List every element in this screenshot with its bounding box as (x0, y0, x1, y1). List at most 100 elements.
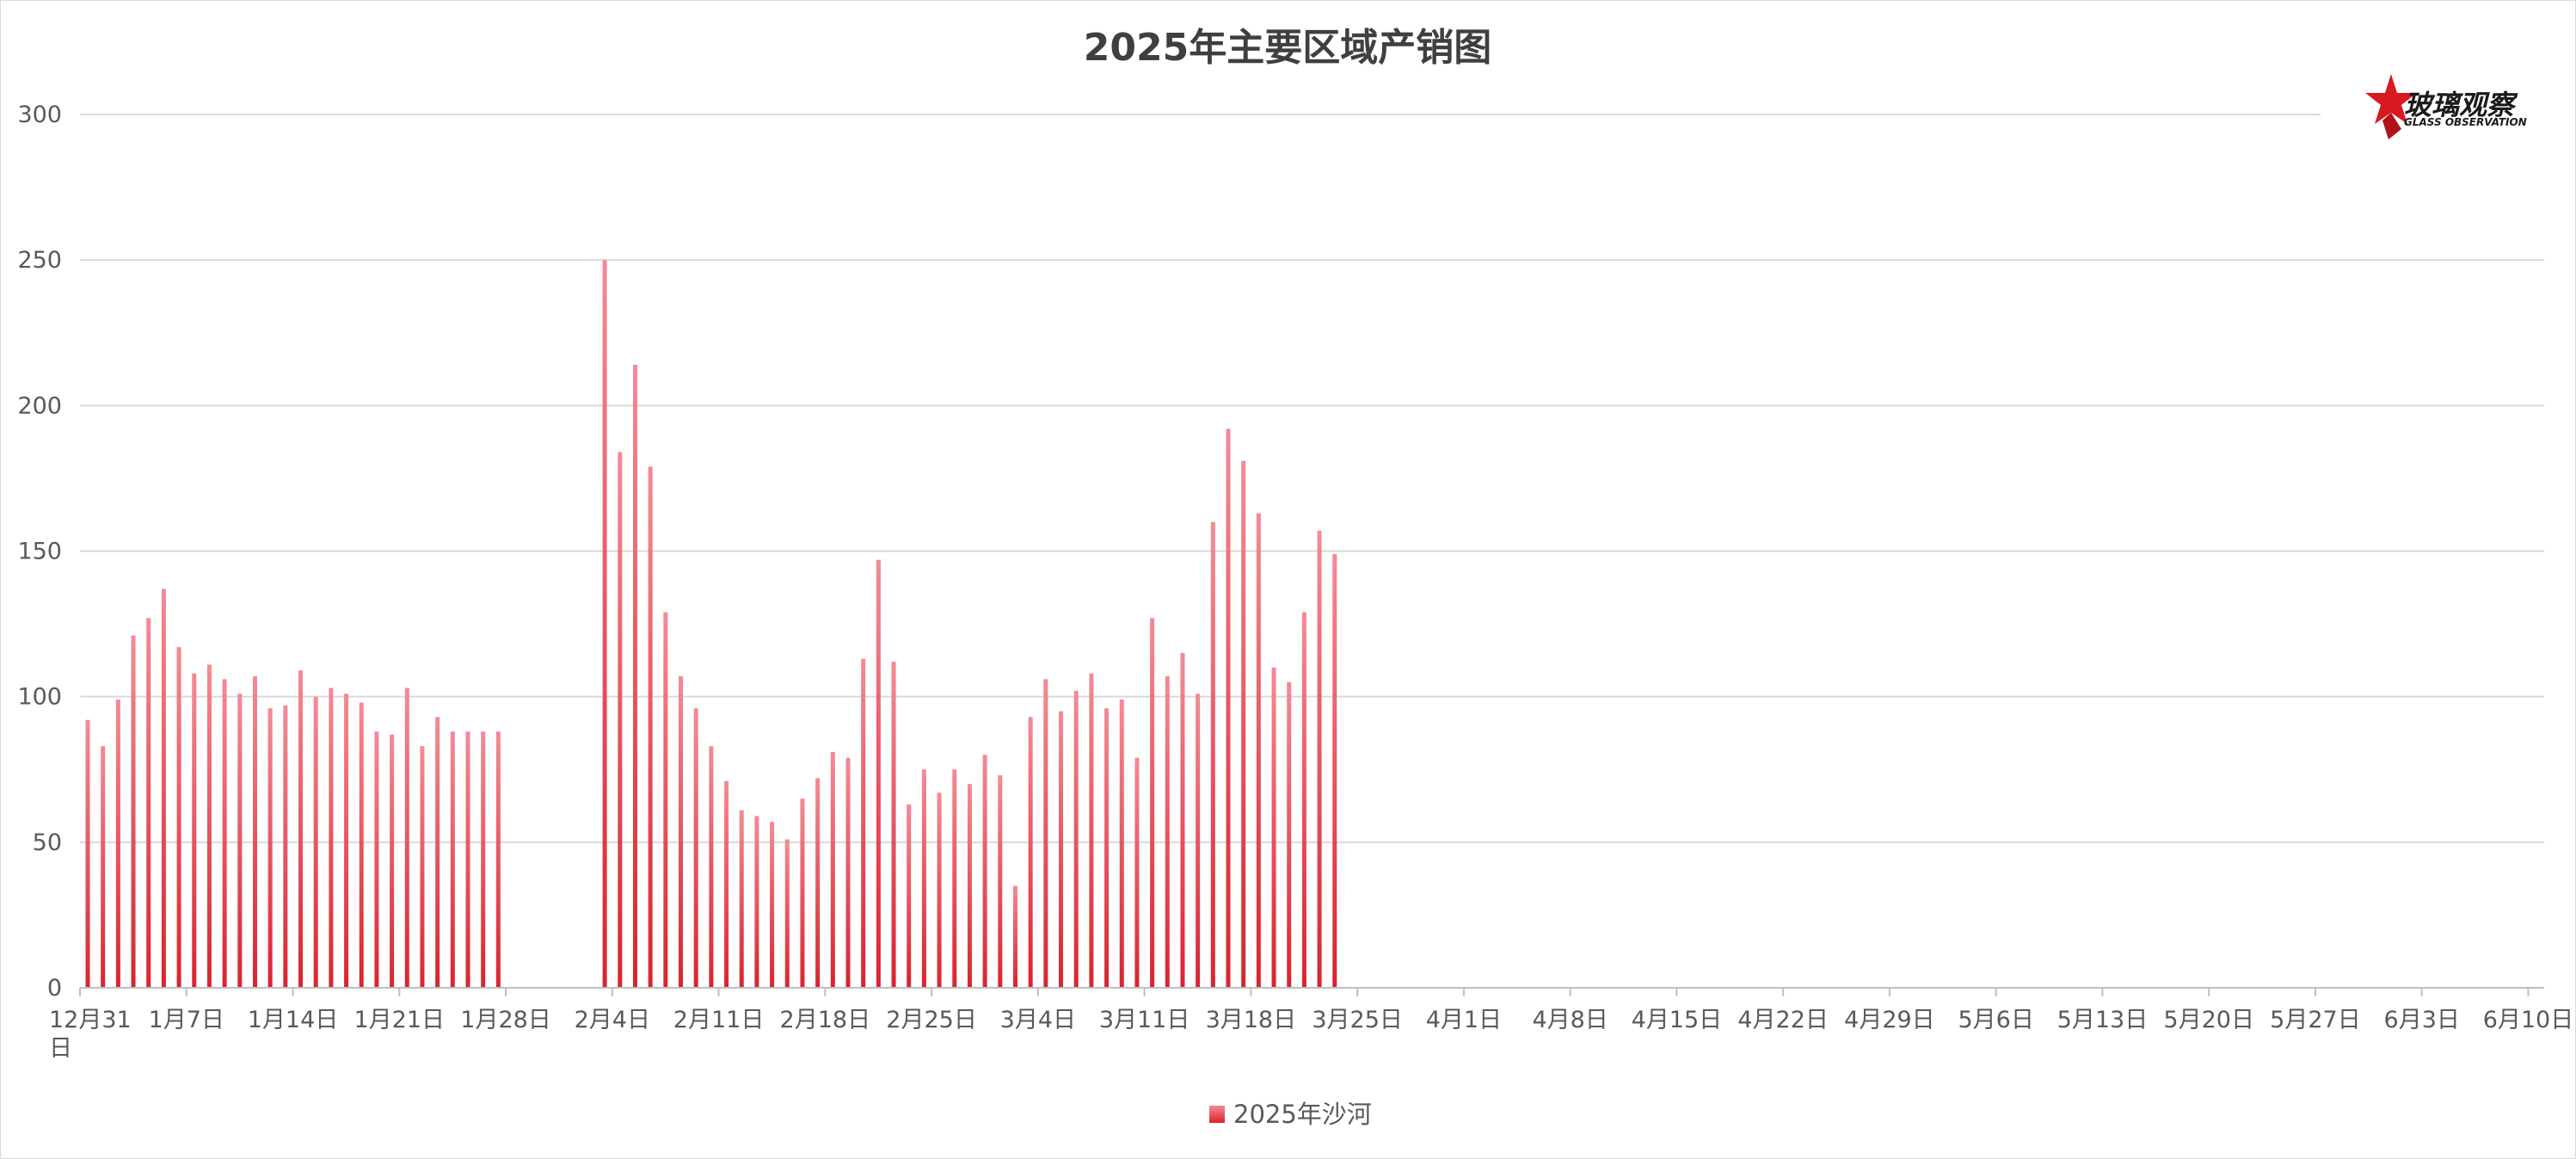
bar (1271, 667, 1276, 988)
bar (101, 746, 106, 988)
bar (161, 589, 166, 988)
bar (404, 687, 409, 988)
x-tick-label: 1月14日 (248, 1007, 339, 1033)
x-tick-label: 6月3日 (2384, 1007, 2460, 1033)
bar (435, 717, 440, 988)
bar (754, 816, 759, 988)
bar (663, 612, 668, 988)
x-axis: 12月31 日 1月7日 1月14日 1月21日 1月28日 2月4日 2月11日 2月18日 2… (49, 987, 2574, 1062)
bar (1012, 885, 1017, 988)
bar (237, 694, 243, 988)
bar (390, 734, 395, 988)
bar (1134, 757, 1140, 988)
x-tick-label: 2月11日 (673, 1007, 765, 1033)
bar (359, 702, 364, 988)
y-axis-ticks: 0 50 100 150 200 250 300 (17, 102, 62, 1002)
bar (679, 675, 684, 988)
x-tick-label: 1月28日 (460, 1007, 551, 1033)
legend-label: 2025年沙河 (1233, 1100, 1372, 1129)
bar (632, 364, 637, 988)
bar (1210, 521, 1215, 988)
bar (1150, 618, 1155, 988)
bar (481, 731, 486, 988)
bar (344, 694, 349, 988)
x-tick-label: 2月25日 (886, 1007, 977, 1033)
legend: 2025年沙河 (1209, 1100, 1372, 1129)
bar (907, 804, 912, 988)
x-tick-label: 4月22日 (1737, 1007, 1829, 1033)
bar (131, 635, 136, 988)
y-tick-label: 100 (17, 684, 62, 711)
bar (85, 719, 90, 988)
bar (1287, 681, 1292, 988)
bar (1332, 553, 1337, 988)
bar (1301, 612, 1306, 988)
bar (1028, 717, 1033, 988)
y-tick-label: 250 (17, 247, 62, 274)
bar (845, 757, 851, 988)
logo-text-cn: 玻璃观察 (2404, 89, 2518, 121)
y-tick-label: 0 (47, 975, 62, 1002)
y-tick-label: 50 (33, 829, 62, 856)
x-tick-label: 2月18日 (780, 1007, 871, 1033)
bar (982, 755, 987, 988)
bar (146, 618, 151, 988)
logo-text-en: GLASS OBSERVATION (2404, 116, 2527, 128)
bar (891, 662, 896, 988)
bar (222, 679, 227, 988)
x-tick-label: 3月4日 (1000, 1007, 1076, 1033)
bar (283, 705, 288, 988)
bar (1119, 700, 1124, 988)
x-tick-label: 2月4日 (575, 1007, 650, 1033)
legend-swatch (1209, 1106, 1225, 1123)
x-tick-label: 4月15日 (1632, 1007, 1723, 1033)
bar (739, 810, 744, 988)
bar (937, 792, 942, 988)
bar (998, 775, 1003, 988)
bar (1196, 694, 1201, 988)
x-tick-label: 4月29日 (1844, 1007, 1935, 1033)
x-tick-label: 3月25日 (1312, 1007, 1403, 1033)
bar (176, 647, 181, 988)
bar (420, 746, 425, 988)
red-star-icon (2365, 74, 2417, 139)
bar (252, 675, 257, 988)
x-tick-label: 12月31 日 (49, 1007, 132, 1062)
bar (206, 664, 212, 988)
bar (192, 673, 197, 988)
x-tick-label: 3月18日 (1206, 1007, 1297, 1033)
bar (876, 559, 881, 988)
chart-title: 2025年主要区域产销图 (1084, 26, 1491, 70)
bar (1165, 675, 1170, 988)
y-tick-label: 300 (17, 102, 62, 128)
bar (1073, 690, 1079, 988)
bar (724, 780, 729, 988)
x-tick-label: 5月27日 (2270, 1007, 2361, 1033)
x-tick-label: 6月10日 (2483, 1007, 2574, 1033)
bar (329, 687, 334, 988)
y-tick-label: 150 (17, 539, 62, 565)
bar (952, 769, 957, 988)
bar (1104, 708, 1110, 988)
bar (298, 670, 304, 988)
bar (374, 731, 379, 988)
x-tick-label: 5月6日 (1958, 1007, 2034, 1033)
bar (313, 696, 318, 988)
bar (1317, 530, 1322, 988)
x-tick-label: 3月11日 (1099, 1007, 1190, 1033)
bar (450, 731, 455, 988)
bar (618, 452, 623, 988)
bar (693, 708, 698, 988)
bar (648, 466, 653, 988)
bar-series (85, 260, 1337, 989)
bar (1226, 428, 1231, 988)
bar (784, 839, 790, 988)
bar (921, 769, 926, 988)
bar (267, 708, 273, 988)
bar (495, 731, 501, 988)
bar (1241, 460, 1246, 988)
x-tick-label: 5月20日 (2163, 1007, 2254, 1033)
bar (709, 746, 714, 988)
bar (815, 778, 821, 988)
